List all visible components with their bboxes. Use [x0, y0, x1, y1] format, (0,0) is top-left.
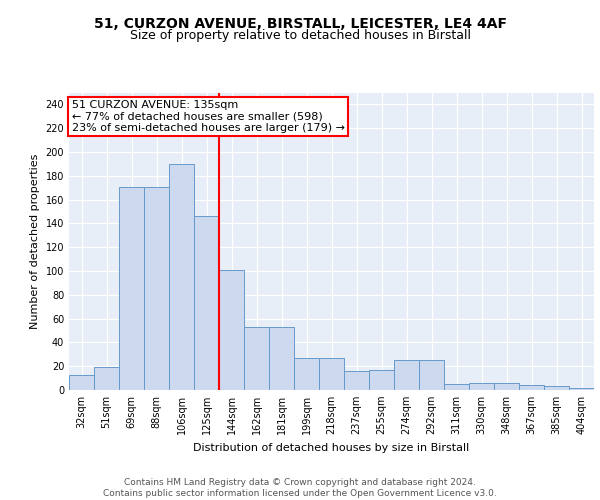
- Bar: [219, 270, 244, 390]
- Bar: [444, 384, 469, 390]
- Bar: [469, 383, 494, 390]
- Bar: [269, 327, 294, 390]
- Bar: [519, 385, 544, 390]
- Bar: [394, 360, 419, 390]
- Bar: [244, 327, 269, 390]
- Y-axis label: Number of detached properties: Number of detached properties: [30, 154, 40, 329]
- Text: 51, CURZON AVENUE, BIRSTALL, LEICESTER, LE4 4AF: 51, CURZON AVENUE, BIRSTALL, LEICESTER, …: [94, 18, 506, 32]
- Text: Contains HM Land Registry data © Crown copyright and database right 2024.
Contai: Contains HM Land Registry data © Crown c…: [103, 478, 497, 498]
- Bar: [494, 383, 519, 390]
- Bar: [194, 216, 219, 390]
- Bar: [344, 371, 369, 390]
- X-axis label: Distribution of detached houses by size in Birstall: Distribution of detached houses by size …: [193, 442, 470, 452]
- Bar: [319, 358, 344, 390]
- Bar: [419, 360, 444, 390]
- Bar: [544, 386, 569, 390]
- Bar: [169, 164, 194, 390]
- Bar: [119, 186, 144, 390]
- Bar: [94, 368, 119, 390]
- Bar: [569, 388, 594, 390]
- Text: Size of property relative to detached houses in Birstall: Size of property relative to detached ho…: [130, 29, 470, 42]
- Bar: [144, 186, 169, 390]
- Bar: [294, 358, 319, 390]
- Bar: [369, 370, 394, 390]
- Text: 51 CURZON AVENUE: 135sqm
← 77% of detached houses are smaller (598)
23% of semi-: 51 CURZON AVENUE: 135sqm ← 77% of detach…: [71, 100, 344, 133]
- Bar: [69, 374, 94, 390]
